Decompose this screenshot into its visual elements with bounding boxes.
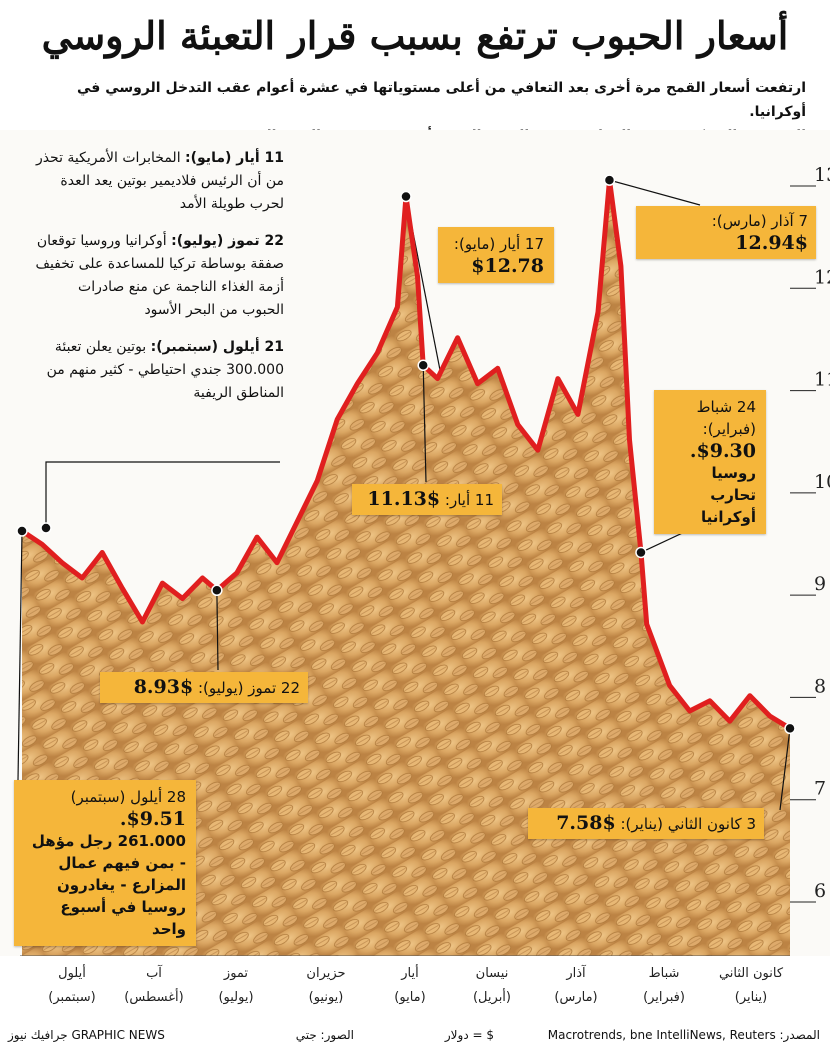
footer-photo: الصور: جتي bbox=[295, 1028, 354, 1042]
data-point-marker bbox=[784, 722, 796, 735]
y-tick-label: 7 bbox=[814, 778, 826, 800]
footer-unit: $ = دولار bbox=[444, 1028, 494, 1042]
note-jul22: 22 تموز (يوليو): أوكرانيا وروسيا توقعان … bbox=[35, 233, 284, 318]
month-mar: آذار (مارس) bbox=[554, 966, 598, 1005]
callout-feb24: 24 شباط (فبراير): $9.30. روسيا تحارب أوك… bbox=[654, 390, 766, 534]
events-notes: 11 أيار (مايو): المخابرات الأمريكية تحذر… bbox=[34, 147, 284, 419]
footer: المصدر: Macrotrends, bne IntelliNews, Re… bbox=[0, 1022, 830, 1052]
note-sep21: 21 أيلول (سبتمبر): بوتين يعلن تعبئة 300.… bbox=[46, 339, 284, 401]
leader-line bbox=[609, 179, 701, 206]
leader-line bbox=[779, 728, 791, 811]
data-point-marker bbox=[400, 190, 412, 203]
month-jan: كانون الثاني (يناير) bbox=[718, 966, 784, 1005]
callout-jul22: 22 تموز (يوليو): $8.93 bbox=[100, 672, 308, 703]
y-tick-label: 13 bbox=[814, 164, 830, 186]
leader-line bbox=[216, 590, 219, 671]
footer-credit: GRAPHIC NEWS جرافيك نيوز bbox=[8, 1028, 165, 1042]
price-series-line bbox=[20, 177, 792, 731]
y-tick-label: 6 bbox=[814, 880, 826, 902]
callout-markers bbox=[16, 174, 796, 735]
callout-date: 24 شباط (فبراير): bbox=[696, 398, 756, 438]
callout-date: 17 أيار (مايو): bbox=[453, 235, 544, 253]
price-area-fill bbox=[22, 180, 790, 956]
callout-price: $9.51. bbox=[119, 808, 186, 830]
chart-title: أسعار الحبوب ترتفع بسبب قرار التعبئة الر… bbox=[41, 13, 789, 58]
callout-sep28: 28 أيلول (سبتمبر) $9.51. 261.000 رجل مؤه… bbox=[14, 780, 196, 946]
y-tick-label: 12 bbox=[814, 266, 830, 288]
callout-date: 7 آذار (مارس): bbox=[711, 212, 808, 230]
callout-price: $11.13 bbox=[367, 488, 441, 510]
footer-source: المصدر: Macrotrends, bne IntelliNews, Re… bbox=[547, 1028, 820, 1042]
data-point-marker bbox=[211, 584, 223, 597]
data-point-marker bbox=[417, 359, 429, 372]
leader-line bbox=[422, 365, 427, 483]
leader-line bbox=[17, 530, 23, 781]
callout-note: 261.000 رجل مؤهل - بمن فيهم عمال المزارع… bbox=[31, 832, 186, 938]
callout-price: $12.94 bbox=[735, 232, 808, 254]
month-sep: أيلول (سبتمبر) bbox=[48, 966, 96, 1005]
y-tick-label: 8 bbox=[814, 675, 826, 697]
callout-jan3: 3 كانون الثاني (يناير): $7.58 bbox=[528, 808, 764, 839]
month-feb: شباط (فبراير) bbox=[643, 966, 685, 1005]
data-point-marker bbox=[16, 525, 28, 537]
callout-note: روسيا تحارب أوكرانيا bbox=[700, 464, 756, 526]
callout-may11: 11 أيار: $11.13 bbox=[352, 484, 502, 515]
month-jul: تموز (يوليو) bbox=[218, 966, 254, 1005]
y-tick-label: 11 bbox=[814, 369, 830, 391]
callout-price: $12.78 bbox=[471, 255, 544, 277]
callout-date: 3 كانون الثاني (يناير): bbox=[620, 815, 757, 833]
callout-price: $9.30. bbox=[689, 440, 756, 462]
month-jun: حزيران (يونيو) bbox=[306, 966, 346, 1005]
y-tick-label: 9 bbox=[814, 573, 826, 595]
note-leader-line bbox=[45, 461, 280, 524]
y-axis: 6 7 8 9 10 11 12 13 bbox=[20, 164, 830, 956]
month-apr: نيسان (أبريل) bbox=[472, 966, 511, 1005]
callout-may17: 17 أيار (مايو): $12.78 bbox=[438, 227, 554, 283]
callout-price: $8.93 bbox=[133, 676, 194, 698]
callout-date: 22 تموز (يوليو): bbox=[198, 679, 300, 697]
callout-price: $7.58 bbox=[556, 812, 616, 834]
subtitle-line-1: ارتفعت أسعار القمح مرة أخرى بعد التعافي … bbox=[77, 80, 806, 120]
month-may: أيار (مايو) bbox=[394, 966, 426, 1005]
callout-date: 11 أيار: bbox=[444, 491, 494, 509]
data-point-marker bbox=[635, 546, 647, 559]
callout-date: 28 أيلول (سبتمبر) bbox=[70, 788, 186, 806]
note-may11: 11 أيار (مايو): المخابرات الأمريكية تحذر… bbox=[35, 150, 284, 212]
callout-mar7: 7 آذار (مارس): $12.94 bbox=[636, 206, 816, 259]
y-tick-label: 10 bbox=[814, 471, 830, 493]
data-point-marker bbox=[40, 522, 52, 534]
data-point-marker bbox=[603, 174, 616, 186]
month-aug: آب (أغسطس) bbox=[124, 966, 184, 1005]
